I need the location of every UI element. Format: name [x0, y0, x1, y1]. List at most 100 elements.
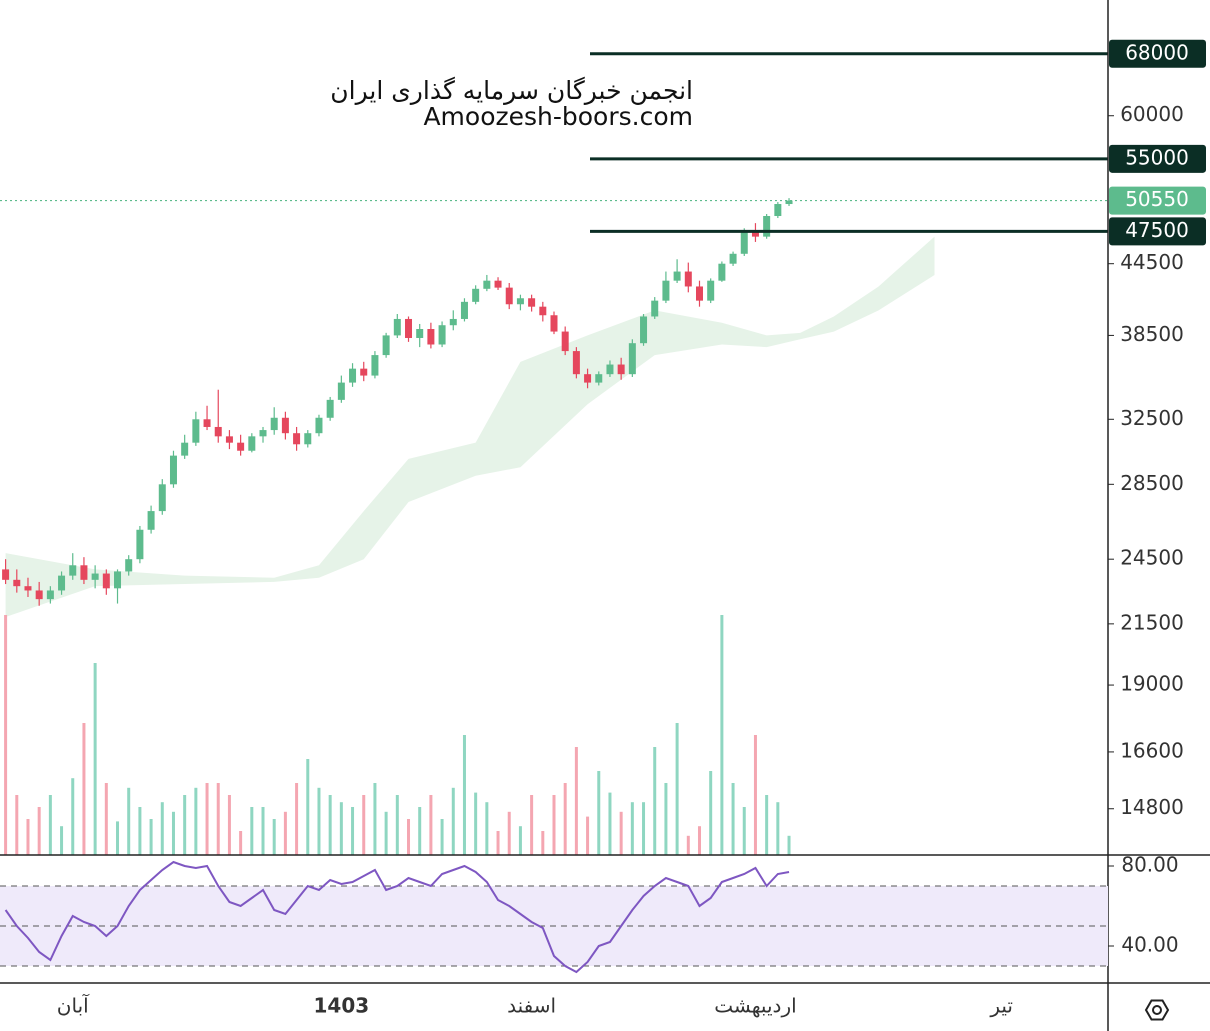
candle-body — [102, 573, 110, 589]
candle-body — [662, 280, 670, 301]
candle-body — [360, 368, 368, 376]
y-tick-label: 44500 — [1120, 250, 1184, 274]
volume-bar — [742, 807, 746, 855]
volume-bar — [60, 826, 64, 855]
volume-bar — [82, 723, 86, 855]
candle-body — [13, 579, 21, 587]
candle-body — [751, 232, 759, 237]
volume-bar — [518, 826, 522, 855]
candle-body — [293, 433, 301, 445]
candle-body — [528, 298, 536, 307]
candle-body — [304, 433, 312, 445]
candle-body — [729, 253, 737, 264]
volume-bar — [93, 663, 97, 855]
candle-body — [405, 318, 413, 338]
volume-bar — [563, 783, 567, 855]
volume-bar — [664, 783, 668, 855]
volume-bar — [351, 807, 355, 855]
volume-bar — [328, 795, 332, 855]
volume-bar — [765, 795, 769, 855]
volume-bar — [787, 835, 791, 855]
volume-bar — [496, 831, 500, 855]
rsi-tick-label: 80.00 — [1121, 853, 1178, 877]
candle-body — [2, 569, 10, 580]
candle-body — [181, 442, 189, 456]
volume-bar — [653, 747, 657, 855]
candle-body — [494, 280, 502, 288]
volume-bar — [686, 835, 690, 855]
volume-bar — [675, 723, 679, 855]
volume-bar — [250, 807, 254, 855]
volume-bar — [4, 615, 8, 855]
volume-bar — [216, 783, 220, 855]
candle-body — [46, 590, 54, 600]
candle-body — [584, 374, 592, 383]
volume-bar — [138, 807, 142, 855]
volume-bar — [295, 783, 299, 855]
y-tick-label: 38500 — [1120, 322, 1184, 346]
volume-bar — [37, 807, 41, 855]
candle-body — [550, 315, 558, 332]
volume-bar — [541, 831, 545, 855]
volume-bar — [462, 735, 466, 855]
candle-body — [673, 271, 681, 281]
volume-bar — [474, 792, 478, 855]
candle-body — [606, 364, 614, 375]
candle-body — [203, 419, 211, 427]
plot — [0, 52, 1108, 855]
candle-body — [169, 455, 177, 485]
volume-bar — [227, 795, 231, 855]
volume-bar — [48, 795, 52, 855]
y-tick-label: 24500 — [1120, 546, 1184, 570]
volume-bar — [429, 795, 433, 855]
volume-bar — [317, 787, 321, 855]
candle-body — [259, 430, 267, 437]
x-tick-label: اردیبهشت — [714, 994, 796, 1018]
volume-bar — [776, 802, 780, 855]
volume-bar — [451, 787, 455, 855]
level-label: 55000 — [1125, 145, 1189, 169]
y-tick-label: 60000 — [1120, 102, 1184, 126]
candle-body — [483, 280, 491, 289]
candle-body — [516, 298, 524, 305]
volume-bar — [26, 819, 30, 855]
volume-bar — [183, 795, 187, 855]
candle-body — [774, 204, 782, 217]
candle-body — [438, 325, 446, 345]
ichimoku-cloud — [5, 236, 935, 617]
candle-body — [35, 590, 43, 600]
y-tick-label: 28500 — [1120, 471, 1184, 495]
volume-bar — [720, 615, 724, 855]
level-label: 68000 — [1125, 40, 1189, 64]
chart-title: انجمن خبرگان سرمایه گذاری ایران — [330, 76, 693, 105]
x-tick-label: تیر — [989, 994, 1013, 1018]
volume-bar — [642, 802, 646, 855]
candle-body — [147, 511, 155, 530]
volume-bar — [283, 811, 287, 855]
candle-body — [192, 419, 200, 443]
volume-bar — [407, 819, 411, 855]
volume-bar — [574, 747, 578, 855]
chart-subtitle: Amoozesh-boors.com — [423, 102, 693, 131]
candle-body — [785, 200, 793, 205]
volume-bar — [373, 783, 377, 855]
candle-body — [427, 329, 435, 345]
y-tick-label: 19000 — [1120, 672, 1184, 696]
candle-body — [695, 286, 703, 301]
last-price-box — [1109, 186, 1206, 215]
candle-body — [393, 318, 401, 336]
volume-bar — [362, 795, 366, 855]
settings-icon[interactable] — [1144, 999, 1170, 1021]
candle-body — [225, 436, 233, 443]
volume-bar — [507, 811, 511, 855]
volume-bar — [71, 778, 75, 855]
candle-body — [472, 288, 480, 302]
volume-bar — [160, 802, 164, 855]
volume-bar — [485, 802, 489, 855]
volume-bar — [697, 826, 701, 855]
volume-bar — [171, 811, 175, 855]
y-tick-label: 32500 — [1120, 406, 1184, 430]
volume-bar — [272, 819, 276, 855]
level-label: 47500 — [1125, 218, 1189, 242]
